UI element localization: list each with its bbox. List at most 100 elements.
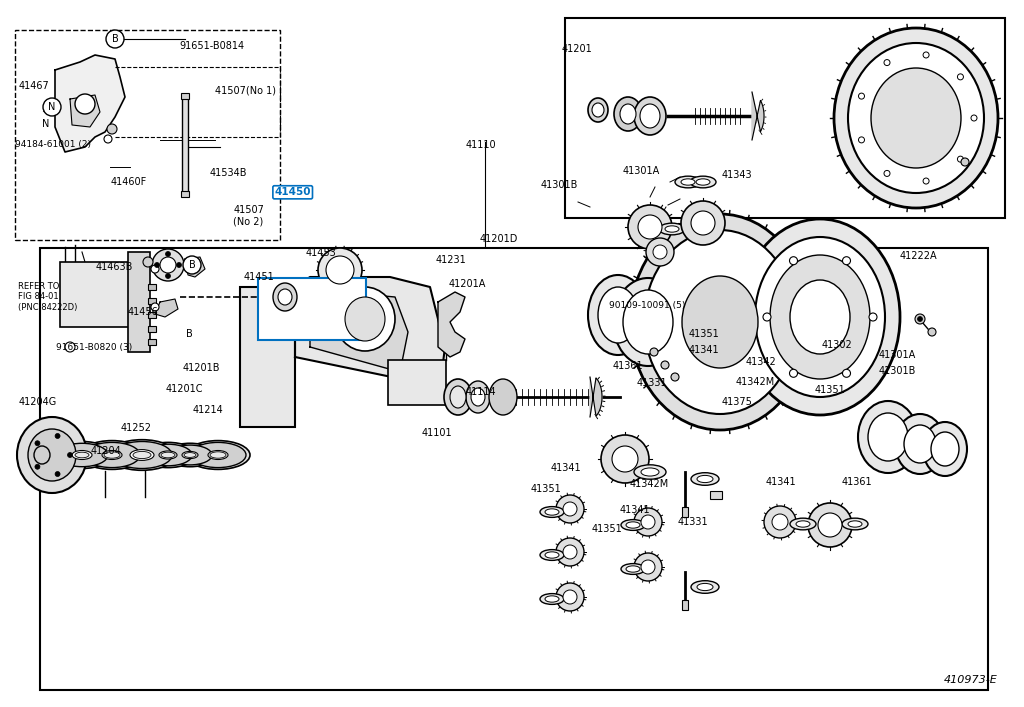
Polygon shape <box>155 299 178 317</box>
Ellipse shape <box>796 521 810 527</box>
Text: REFER TO
FIG 84-01
(PNC 84222D): REFER TO FIG 84-01 (PNC 84222D) <box>18 282 78 312</box>
Circle shape <box>858 137 864 143</box>
Ellipse shape <box>345 297 385 341</box>
Text: B: B <box>112 34 119 44</box>
Bar <box>682 600 688 610</box>
Text: 41361: 41361 <box>612 361 643 371</box>
Circle shape <box>884 59 890 66</box>
Bar <box>148 339 156 345</box>
Text: 41201B: 41201B <box>182 363 220 373</box>
Text: B: B <box>188 260 196 270</box>
Text: 41507
(No 2): 41507 (No 2) <box>233 205 264 226</box>
Ellipse shape <box>621 520 645 530</box>
Polygon shape <box>590 377 602 417</box>
Circle shape <box>923 52 929 58</box>
Ellipse shape <box>545 509 559 515</box>
Ellipse shape <box>790 518 816 530</box>
Circle shape <box>55 433 60 438</box>
Circle shape <box>65 342 75 352</box>
Ellipse shape <box>634 553 662 581</box>
Text: 41222A: 41222A <box>899 251 937 261</box>
Circle shape <box>869 313 877 321</box>
Bar <box>148 326 156 332</box>
Text: 41331: 41331 <box>637 378 668 388</box>
Circle shape <box>957 74 964 80</box>
Polygon shape <box>70 95 100 127</box>
Circle shape <box>928 328 936 336</box>
Ellipse shape <box>588 98 608 122</box>
Ellipse shape <box>140 443 196 467</box>
Ellipse shape <box>690 176 716 188</box>
Ellipse shape <box>598 287 638 343</box>
Ellipse shape <box>626 522 640 528</box>
Bar <box>40 248 988 690</box>
Ellipse shape <box>278 289 292 305</box>
Bar <box>15 30 280 240</box>
Polygon shape <box>295 277 445 387</box>
Ellipse shape <box>72 450 92 460</box>
Text: 90109-10091 (5): 90109-10091 (5) <box>609 301 686 310</box>
Ellipse shape <box>634 97 666 135</box>
Text: 41351: 41351 <box>592 524 623 534</box>
Ellipse shape <box>641 468 659 476</box>
Ellipse shape <box>834 28 998 208</box>
Bar <box>182 95 188 195</box>
Ellipse shape <box>489 379 517 415</box>
Circle shape <box>918 317 923 322</box>
Ellipse shape <box>112 441 172 469</box>
Text: 41361: 41361 <box>842 477 872 487</box>
Bar <box>565 18 1005 218</box>
Ellipse shape <box>161 452 175 458</box>
Ellipse shape <box>740 219 900 415</box>
Ellipse shape <box>133 451 151 459</box>
Text: 41343: 41343 <box>722 170 753 180</box>
Text: 41301B: 41301B <box>541 180 578 190</box>
Ellipse shape <box>540 549 564 561</box>
Ellipse shape <box>868 413 908 461</box>
Ellipse shape <box>653 245 667 259</box>
Ellipse shape <box>588 275 648 355</box>
Text: 41301A: 41301A <box>879 350 915 360</box>
Ellipse shape <box>612 446 638 472</box>
Text: 41301B: 41301B <box>879 366 915 376</box>
Ellipse shape <box>17 417 87 493</box>
Circle shape <box>104 135 112 143</box>
Text: 41252: 41252 <box>121 423 152 433</box>
Ellipse shape <box>184 452 196 457</box>
Bar <box>181 93 189 99</box>
Ellipse shape <box>563 590 577 604</box>
Ellipse shape <box>770 255 870 379</box>
Polygon shape <box>438 292 465 357</box>
Ellipse shape <box>790 280 850 354</box>
Ellipse shape <box>696 179 710 185</box>
Text: 41460F: 41460F <box>111 177 146 187</box>
Circle shape <box>143 257 153 267</box>
Bar <box>388 360 446 405</box>
Circle shape <box>790 257 798 264</box>
Circle shape <box>106 30 124 48</box>
Ellipse shape <box>904 425 936 463</box>
Circle shape <box>151 265 159 273</box>
Text: 41114: 41114 <box>466 387 497 397</box>
Bar <box>128 252 150 352</box>
Ellipse shape <box>164 443 216 467</box>
Ellipse shape <box>675 176 701 188</box>
Text: 41342M: 41342M <box>630 479 669 489</box>
Ellipse shape <box>628 205 672 249</box>
Text: 41214: 41214 <box>193 405 223 415</box>
Circle shape <box>971 115 977 121</box>
Ellipse shape <box>210 452 226 458</box>
Circle shape <box>650 348 658 356</box>
Ellipse shape <box>630 214 810 430</box>
Ellipse shape <box>556 583 584 611</box>
Ellipse shape <box>450 386 466 408</box>
Bar <box>682 507 688 517</box>
Ellipse shape <box>691 473 719 485</box>
Ellipse shape <box>623 290 673 354</box>
Ellipse shape <box>563 502 577 516</box>
Ellipse shape <box>186 440 250 469</box>
Ellipse shape <box>681 201 725 245</box>
Bar <box>60 262 130 327</box>
Bar <box>181 191 189 197</box>
Ellipse shape <box>638 215 662 239</box>
